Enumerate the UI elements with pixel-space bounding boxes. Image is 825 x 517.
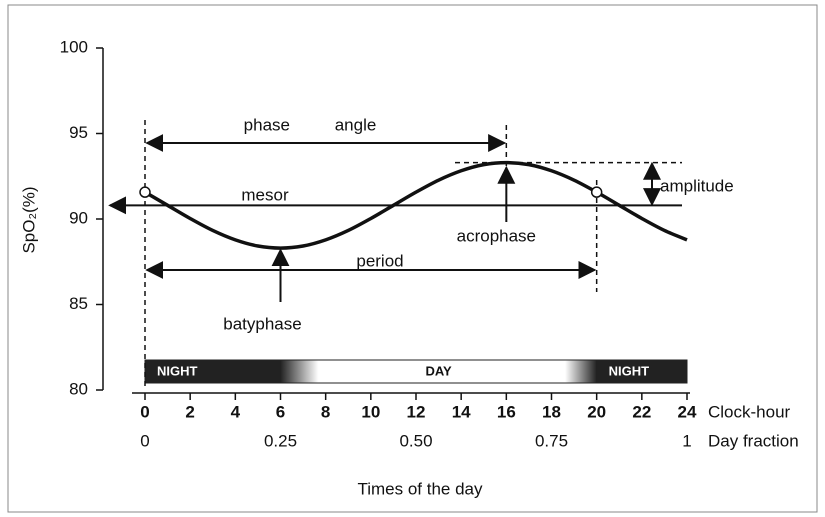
x-tick-label: 22 [632, 402, 651, 421]
x-tick-label: 10 [361, 402, 380, 421]
x2-tick-label: 0.50 [399, 431, 432, 450]
x-tick-label: 18 [542, 402, 561, 421]
x2-tick-label: 1 [682, 431, 691, 450]
band-label: NIGHT [609, 363, 650, 378]
x2-tick-label: 0 [140, 431, 149, 450]
frame [7, 4, 818, 513]
x-tick-label: 4 [231, 402, 241, 421]
x2-axis-name: Day fraction [708, 431, 799, 450]
y-axis-label: SpO₂(%) [19, 186, 38, 253]
x-tick-label: 12 [407, 402, 426, 421]
y-tick-label: 90 [69, 208, 88, 227]
y-tick-label: 95 [69, 123, 88, 142]
x-tick-label: 16 [497, 402, 516, 421]
amplitude-label: amplitude [660, 176, 734, 195]
time-band [596, 359, 688, 384]
marker-point [139, 186, 151, 198]
mesor-label: mesor [241, 185, 289, 204]
x2-tick-label: 0.25 [264, 431, 297, 450]
acrophase-label: acrophase [457, 226, 536, 245]
phase-angle-label: phase angle [244, 115, 377, 134]
x-tick-label: 20 [587, 402, 606, 421]
band-label: DAY [425, 363, 452, 378]
x-tick-label: 24 [678, 402, 697, 421]
y-tick-label: 100 [60, 37, 88, 56]
marker-point [590, 186, 603, 198]
x-tick-label: 14 [452, 402, 471, 421]
y-tick-label: 85 [69, 294, 88, 313]
x-tick-label: 8 [321, 402, 330, 421]
x-axis-name: Clock-hour [708, 402, 791, 421]
period-label: period [356, 251, 403, 270]
x-tick-label: 6 [276, 402, 285, 421]
y-tick-label: 80 [69, 379, 88, 398]
x-axis-label: Times of the day [357, 479, 483, 498]
x-tick-label: 0 [140, 402, 149, 421]
x-tick-label: 2 [185, 402, 194, 421]
batyphase-label: batyphase [223, 314, 301, 333]
band-label: NIGHT [157, 363, 198, 378]
x2-tick-label: 0.75 [535, 431, 568, 450]
